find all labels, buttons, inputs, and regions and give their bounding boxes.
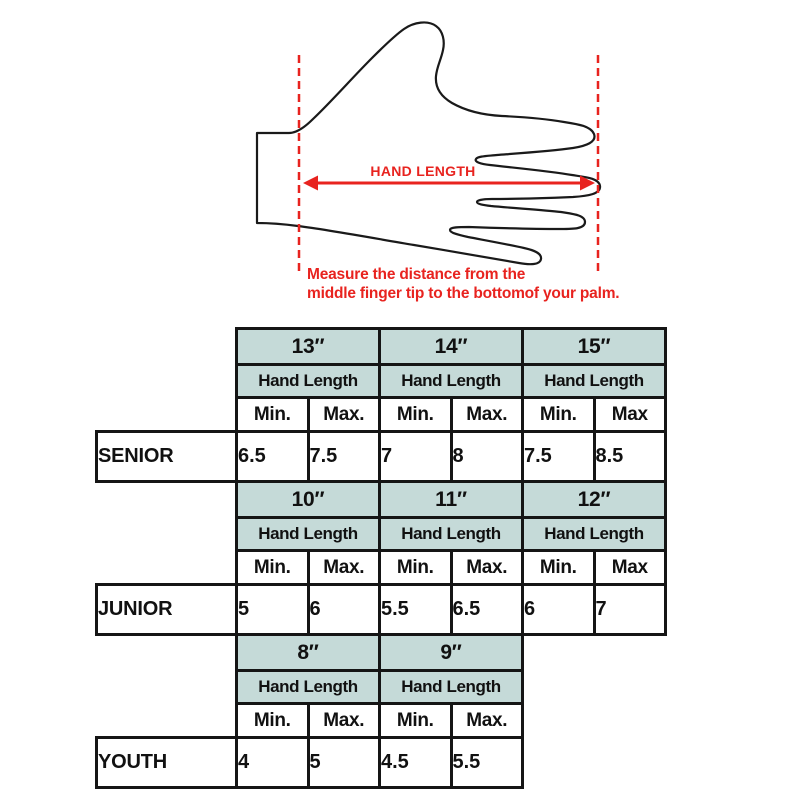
value-cell: 8.5 xyxy=(592,430,667,483)
hand-length-header: Hand Length xyxy=(235,516,381,552)
value-cell: 5 xyxy=(235,583,310,636)
min-header: Min. xyxy=(235,396,310,433)
value-cell: 5.5 xyxy=(449,736,524,789)
row-label-junior: JUNIOR xyxy=(95,583,238,636)
hand-diagram xyxy=(255,21,602,272)
value-cell: 7 xyxy=(378,430,453,483)
spacer-cell xyxy=(97,365,237,398)
spacer-cell xyxy=(97,329,237,365)
value-cell: 7 xyxy=(592,583,667,636)
max-header: Max. xyxy=(306,549,381,586)
max-header: Max. xyxy=(449,702,524,739)
row-label-senior: SENIOR xyxy=(95,430,238,483)
spacer-cell xyxy=(97,551,237,585)
max-header: Max. xyxy=(449,396,524,433)
spacer-cell xyxy=(97,518,237,551)
min-header: Min. xyxy=(521,549,596,586)
size-header: 9″ xyxy=(378,633,524,672)
value-cell: 5.5 xyxy=(378,583,453,636)
min-header: Min. xyxy=(378,396,453,433)
min-header: Min. xyxy=(521,396,596,433)
min-header: Min. xyxy=(378,549,453,586)
value-cell: 7.5 xyxy=(306,430,381,483)
value-cell: 6.5 xyxy=(235,430,310,483)
arrowhead-right-icon xyxy=(580,175,595,191)
row-label-youth: YOUTH xyxy=(95,736,238,789)
value-cell: 7.5 xyxy=(521,430,596,483)
hand-length-label: HAND LENGTH xyxy=(370,163,476,179)
value-cell: 6.5 xyxy=(449,583,524,636)
min-header: Min. xyxy=(235,549,310,586)
spacer-cell xyxy=(97,482,237,518)
youth-size-table: 8″ 9″ Hand Length Hand Length Min. Max. … xyxy=(95,633,524,789)
hand-length-header: Hand Length xyxy=(378,669,524,705)
size-header: 12″ xyxy=(521,480,667,519)
hand-length-header: Hand Length xyxy=(378,363,524,399)
measure-caption-line2: middle finger tip to the bottomof your p… xyxy=(307,284,620,302)
hand-outline xyxy=(255,21,602,266)
hand-length-header: Hand Length xyxy=(235,363,381,399)
hand-length-header: Hand Length xyxy=(378,516,524,552)
max-header: Max. xyxy=(306,702,381,739)
spacer-cell xyxy=(97,671,237,704)
value-cell: 4.5 xyxy=(378,736,453,789)
value-cell: 6 xyxy=(521,583,596,636)
hand-length-header: Hand Length xyxy=(521,363,667,399)
senior-size-table: 13″ 14″ 15″ Hand Length Hand Length Hand… xyxy=(95,327,667,483)
size-header: 15″ xyxy=(521,327,667,366)
junior-size-table: 10″ 11″ 12″ Hand Length Hand Length Hand… xyxy=(95,480,667,636)
size-header: 11″ xyxy=(378,480,524,519)
size-header: 8″ xyxy=(235,633,381,672)
min-header: Min. xyxy=(235,702,310,739)
spacer-cell xyxy=(97,398,237,432)
measure-caption-line1: Measure the distance from the xyxy=(307,266,526,283)
hand-measurement-figure: HAND LENGTH Measure the distance from th… xyxy=(0,0,800,320)
min-header: Min. xyxy=(378,702,453,739)
max-header: Max. xyxy=(306,396,381,433)
max-header: Max. xyxy=(449,549,524,586)
size-header: 10″ xyxy=(235,480,381,519)
spacer-cell xyxy=(97,635,237,671)
hand-length-header: Hand Length xyxy=(521,516,667,552)
value-cell: 6 xyxy=(306,583,381,636)
value-cell: 4 xyxy=(235,736,310,789)
measure-caption: Measure the distance from the middle fin… xyxy=(307,266,620,303)
arrowhead-left-icon xyxy=(303,175,318,191)
value-cell: 8 xyxy=(449,430,524,483)
value-cell: 5 xyxy=(306,736,381,789)
max-header: Max xyxy=(592,396,667,433)
max-header: Max xyxy=(592,549,667,586)
hand-length-header: Hand Length xyxy=(235,669,381,705)
spacer-cell xyxy=(97,704,237,738)
size-header: 13″ xyxy=(235,327,381,366)
size-header: 14″ xyxy=(378,327,524,366)
